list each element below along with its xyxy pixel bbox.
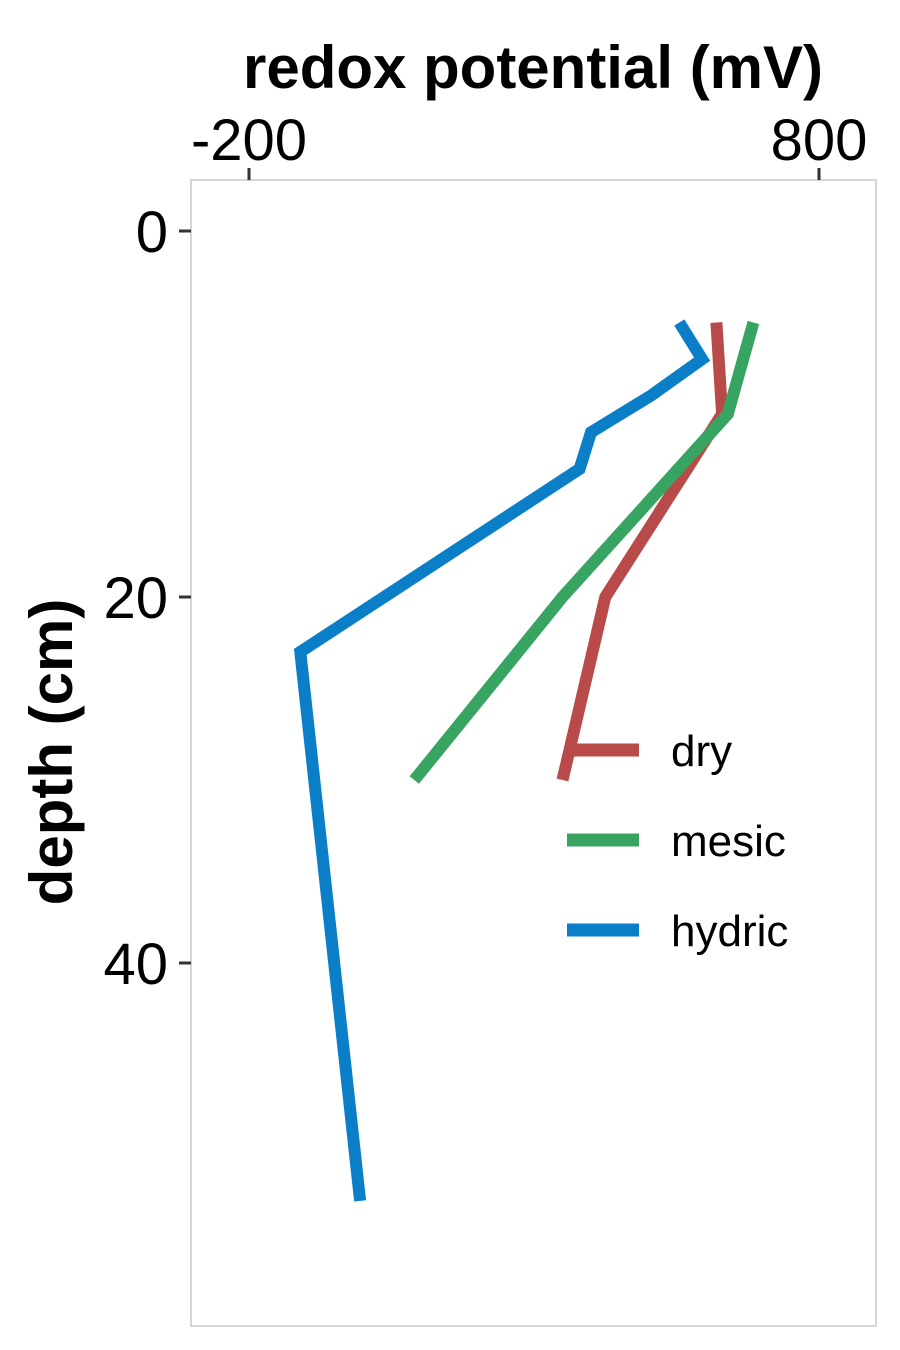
panel-border [190,179,877,1327]
y-tick-label: 0 [136,200,168,265]
legend-label-dry: dry [671,727,732,776]
x-tick-label: -200 [191,108,307,173]
y-axis-title: depth (cm) [18,599,85,906]
series-line-mesic [409,320,760,784]
x-axis-title: redox potential (mV) [243,34,823,101]
series-lines [293,319,760,1202]
x-tick-label: 800 [771,108,868,173]
y-tick-label: 40 [103,932,168,997]
y-axis-ticks: 0 20 40 [103,200,191,997]
series-line-hydric [293,319,711,1202]
series-line-dry [556,322,729,782]
y-tick-label: 20 [103,566,168,631]
x-axis-ticks: -200 800 [191,108,867,180]
legend: dry mesic hydric [567,727,788,956]
legend-label-hydric: hydric [671,907,788,956]
legend-label-mesic: mesic [671,817,786,866]
